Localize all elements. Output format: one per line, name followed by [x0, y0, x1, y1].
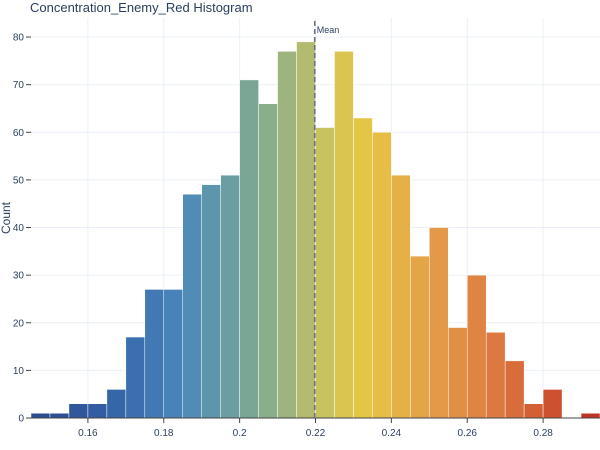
- histogram-bar: [201, 184, 221, 419]
- histogram-bar: [68, 403, 89, 419]
- histogram-bar: [258, 103, 278, 419]
- histogram-bar: [239, 79, 259, 419]
- y-tick-label: 50: [13, 175, 25, 186]
- x-tick-label: 0.16: [78, 428, 98, 439]
- y-tick-label: 30: [13, 271, 25, 282]
- histogram-bar: [485, 332, 506, 419]
- histogram-bars: [30, 41, 600, 419]
- histogram-bar: [580, 412, 600, 419]
- mean-label: Mean: [317, 25, 340, 35]
- histogram-bar: [296, 41, 316, 419]
- histogram-bar: [523, 403, 544, 419]
- x-tick-label: 0.18: [154, 428, 174, 439]
- histogram-bar: [87, 403, 108, 419]
- histogram-bar: [220, 174, 240, 419]
- y-tick-label: 70: [13, 80, 25, 91]
- chart-title: Concentration_Enemy_Red Histogram: [30, 0, 253, 15]
- y-axis-label: Count: [0, 201, 13, 234]
- y-tick-label: 20: [13, 318, 25, 329]
- histogram-bar: [391, 174, 411, 419]
- histogram-bar: [353, 117, 373, 419]
- y-axis-ticks: 0 10 20 30 40 50 60 70 80: [13, 33, 31, 425]
- histogram-bar: [429, 227, 449, 419]
- y-tick-label: 10: [13, 366, 25, 377]
- histogram-bar: [277, 51, 297, 419]
- histogram-bar: [504, 360, 525, 419]
- histogram-bar: [163, 289, 183, 419]
- x-tick-label: 0.24: [382, 428, 402, 439]
- histogram-bar: [542, 389, 563, 419]
- x-tick-label: 0.28: [533, 428, 553, 439]
- histogram-bar: [144, 289, 165, 419]
- y-tick-label: 0: [18, 414, 24, 425]
- y-tick-label: 80: [13, 33, 25, 44]
- x-tick-label: 0.22: [306, 428, 326, 439]
- histogram-bar: [448, 327, 468, 419]
- histogram-bar: [106, 389, 127, 419]
- histogram-bar: [466, 274, 487, 419]
- histogram-bar: [334, 51, 354, 419]
- histogram-bar: [125, 336, 146, 419]
- histogram-bar: [30, 412, 51, 419]
- x-tick-label: 0.2: [233, 428, 247, 439]
- y-tick-label: 40: [13, 223, 25, 234]
- y-tick-label: 60: [13, 128, 25, 139]
- x-axis-ticks: 0.16 0.18 0.2 0.22 0.24 0.26 0.28: [78, 418, 553, 439]
- histogram-bar: [315, 127, 335, 419]
- histogram-bar: [410, 255, 430, 419]
- histogram-bar: [49, 412, 70, 419]
- histogram-bar: [182, 193, 202, 419]
- x-tick-label: 0.26: [457, 428, 477, 439]
- histogram-bar: [372, 132, 392, 419]
